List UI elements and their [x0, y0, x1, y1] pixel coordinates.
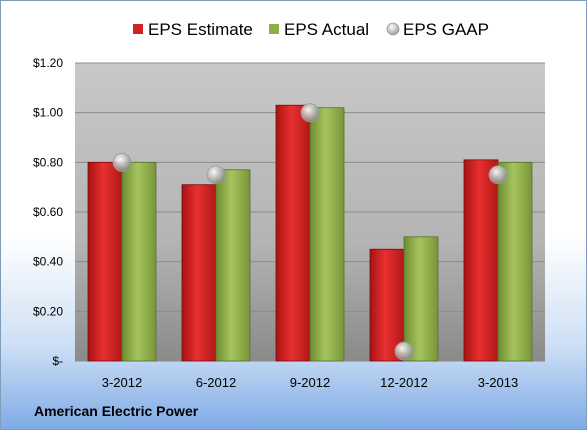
y-tick-label: $- [52, 354, 63, 368]
bar-eps-estimate [463, 159, 499, 362]
gaap-markers [112, 103, 508, 361]
x-tick-label: 12-2012 [380, 375, 428, 390]
x-axis: 3-2012 6-2012 9-2012 12-2012 3-2013 [102, 375, 518, 390]
bar-eps-actual [403, 236, 439, 362]
y-axis: $- $0.20 $0.40 $0.60 $0.80 $1.00 $1.20 [33, 56, 63, 368]
x-tick-label: 3-2012 [102, 375, 142, 390]
y-tick-label: $0.80 [33, 155, 63, 169]
x-tick-label: 9-2012 [290, 375, 330, 390]
y-tick-label: $1.00 [33, 106, 63, 120]
eps-chart: $- $0.20 $0.40 $0.60 $0.80 $1.00 $1.20 3-2012 6… [33, 20, 545, 390]
marker-eps-gaap [488, 165, 508, 185]
bar-eps-estimate [87, 161, 123, 362]
legend-label: EPS GAAP [403, 20, 489, 39]
y-tick-label: $0.40 [33, 255, 63, 269]
marker-eps-gaap [300, 103, 320, 123]
bar-eps-actual [309, 107, 345, 362]
y-tick-label: $0.20 [33, 304, 63, 318]
x-tick-label: 6-2012 [196, 375, 236, 390]
bar-eps-estimate [181, 184, 217, 362]
legend: EPS Estimate EPS Actual EPS GAAP [133, 20, 489, 39]
y-tick-label: $0.60 [33, 205, 63, 219]
marker-eps-gaap [206, 165, 226, 185]
bar-eps-actual [215, 169, 251, 362]
legend-label: EPS Actual [284, 20, 369, 39]
bar-eps-estimate [275, 104, 311, 362]
company-name: American Electric Power [34, 403, 199, 419]
marker-eps-gaap [112, 152, 132, 172]
bars [87, 104, 533, 362]
legend-swatch-eps-gaap [386, 22, 400, 36]
marker-eps-gaap [394, 341, 414, 361]
legend-swatch-eps-actual [269, 24, 279, 34]
y-tick-label: $1.20 [33, 56, 63, 70]
bar-eps-actual [497, 161, 533, 362]
bar-eps-estimate [369, 248, 405, 362]
legend-swatch-eps-estimate [133, 24, 143, 34]
legend-label: EPS Estimate [148, 20, 253, 39]
bar-eps-actual [121, 161, 157, 362]
x-tick-label: 3-2013 [478, 375, 518, 390]
